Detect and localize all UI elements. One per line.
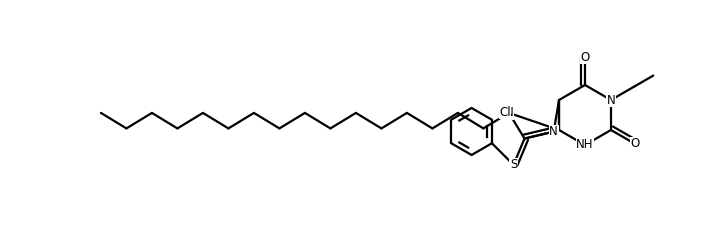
Text: NH: NH	[576, 139, 594, 152]
Text: O: O	[580, 51, 590, 64]
Text: Cl: Cl	[499, 106, 510, 119]
Text: S: S	[510, 158, 517, 171]
Text: N: N	[505, 106, 513, 119]
Text: O: O	[630, 137, 640, 150]
Text: N: N	[606, 93, 615, 106]
Text: N: N	[549, 125, 558, 138]
